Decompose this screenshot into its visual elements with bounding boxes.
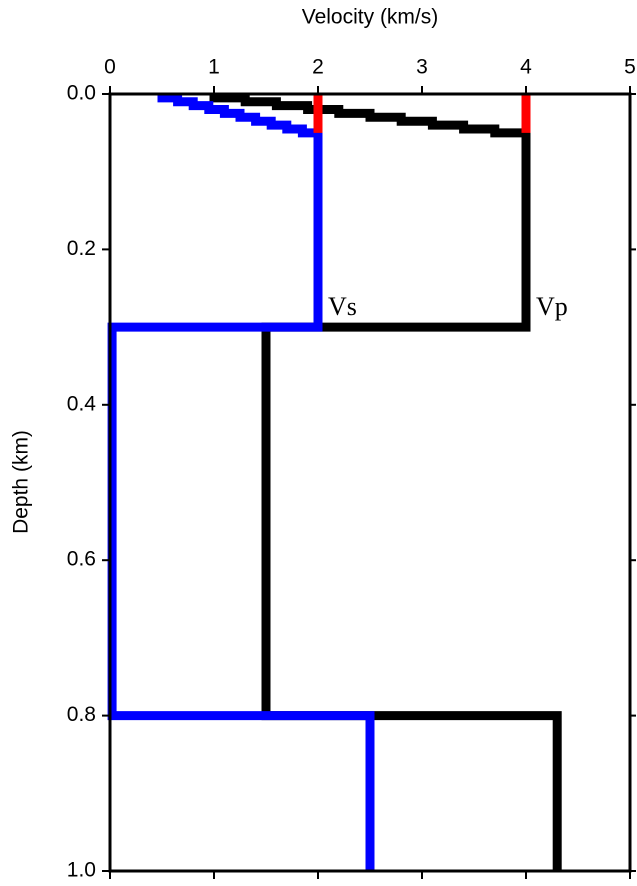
series-line — [214, 94, 557, 871]
series-line — [112, 94, 370, 871]
y-tick-label: 0.2 — [67, 237, 96, 260]
y-tick-label: 1.0 — [67, 859, 96, 882]
series-label: Vp — [536, 292, 568, 321]
x-tick-label: 0 — [104, 56, 116, 79]
x-axis-title: Velocity (km/s) — [302, 6, 439, 29]
y-tick-label: 0.8 — [67, 703, 96, 726]
y-tick-label: 0.0 — [67, 82, 96, 105]
y-tick-label: 0.4 — [67, 392, 97, 415]
x-tick-label: 3 — [416, 56, 428, 79]
x-tick-label: 2 — [312, 56, 324, 79]
y-axis-title: Depth (km) — [10, 430, 33, 534]
series-label: Vs — [328, 292, 357, 321]
x-tick-label: 4 — [520, 56, 532, 79]
y-tick-label: 0.6 — [67, 548, 96, 571]
x-tick-label: 1 — [208, 56, 220, 79]
x-tick-label: 5 — [624, 56, 636, 79]
